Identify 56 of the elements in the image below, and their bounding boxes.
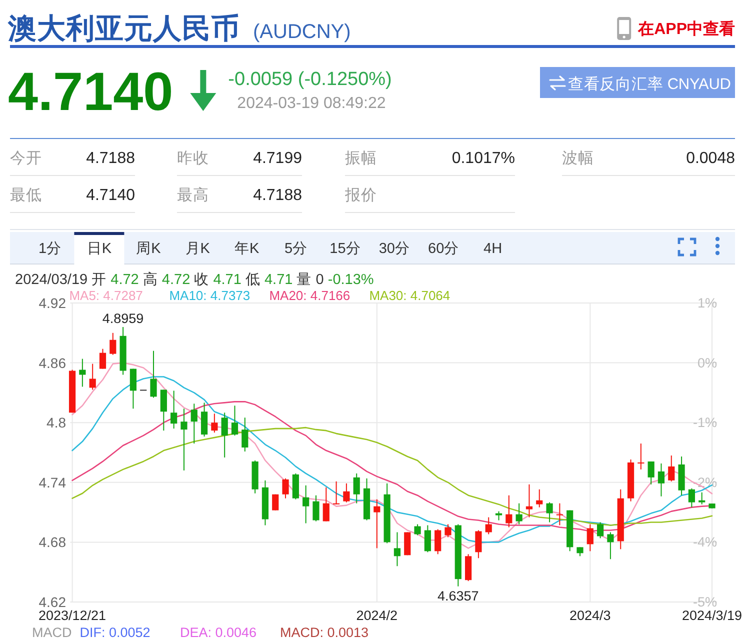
- text: 4.7188: [86, 150, 136, 167]
- text: 报价: [344, 187, 377, 204]
- text: 在APP中查看: [637, 20, 735, 38]
- text: 最低: [10, 187, 42, 204]
- x-tick-label: 2024/2: [356, 608, 398, 623]
- y-tick-label: 4.74: [38, 474, 66, 490]
- annotation: 4.6357: [437, 588, 479, 604]
- text: 0.1017%: [452, 150, 515, 167]
- text: 5分: [284, 240, 308, 257]
- text: 最高: [177, 186, 209, 204]
- y2-tick-label: 0%: [698, 355, 718, 370]
- text: (AUDCNY): [253, 21, 351, 43]
- text: 15分: [330, 240, 361, 257]
- text: -0.0059 (-0.1250%): [228, 69, 392, 90]
- text: 4.7199: [253, 150, 302, 167]
- text: 1分: [38, 240, 62, 257]
- text: 4.7140: [8, 62, 174, 122]
- y-tick-label: 4.68: [38, 534, 66, 550]
- annotation: 4.8959: [102, 311, 144, 326]
- text: DIF: 0.0052: [80, 625, 150, 640]
- text: MA20: 4.7166: [269, 288, 350, 303]
- text: 月K: [185, 241, 210, 257]
- y-tick-label: 4.92: [38, 295, 66, 311]
- text: 60分: [428, 240, 460, 257]
- text: 年K: [234, 240, 260, 257]
- y2-tick-label: -5%: [693, 594, 718, 610]
- y-tick-label: 4.62: [38, 594, 66, 610]
- text: 振幅: [345, 150, 377, 167]
- text: MA30: 4.7064: [369, 288, 450, 303]
- text: MACD: [32, 625, 72, 640]
- text: MA5: 4.7287: [69, 288, 143, 303]
- x-tick-label: 2023/12/21: [38, 608, 106, 623]
- text: 0.0048: [686, 150, 736, 167]
- text: 澳大利亚元人民币: [7, 13, 240, 45]
- y-tick-label: 4.86: [38, 354, 66, 371]
- text: MA10: 4.7373: [169, 288, 250, 303]
- text: 2024-03-19 08:49:22: [237, 95, 386, 112]
- text: 4.7188: [253, 187, 302, 204]
- text: 波幅: [562, 149, 594, 167]
- text: 30分: [378, 240, 410, 257]
- text: 今开: [10, 150, 42, 167]
- x-tick-label: 2024/3: [570, 608, 611, 623]
- button: 查看反向汇率 CNYAUD: [540, 67, 735, 98]
- text: 2024/03/19 开 4.72 高 4.72 收 4.71 低 4.71 量 0 -0.13%: [15, 272, 374, 288]
- x-tick-label: 2024/3/19: [682, 608, 742, 623]
- y2-tick-label: 1%: [698, 296, 718, 310]
- text: 周K: [136, 241, 162, 257]
- text: 4.7140: [86, 187, 136, 204]
- y2-tick-label: -1%: [693, 415, 718, 430]
- y2-tick-label: -4%: [693, 534, 718, 550]
- y-tick-label: 4.8: [46, 414, 66, 431]
- text: MACD: 0.0013: [280, 625, 369, 640]
- tab-selected: 日K: [74, 232, 124, 265]
- text: 4H: [484, 241, 502, 257]
- text: 昨收: [177, 150, 209, 167]
- text: DEA: 0.0046: [180, 625, 257, 640]
